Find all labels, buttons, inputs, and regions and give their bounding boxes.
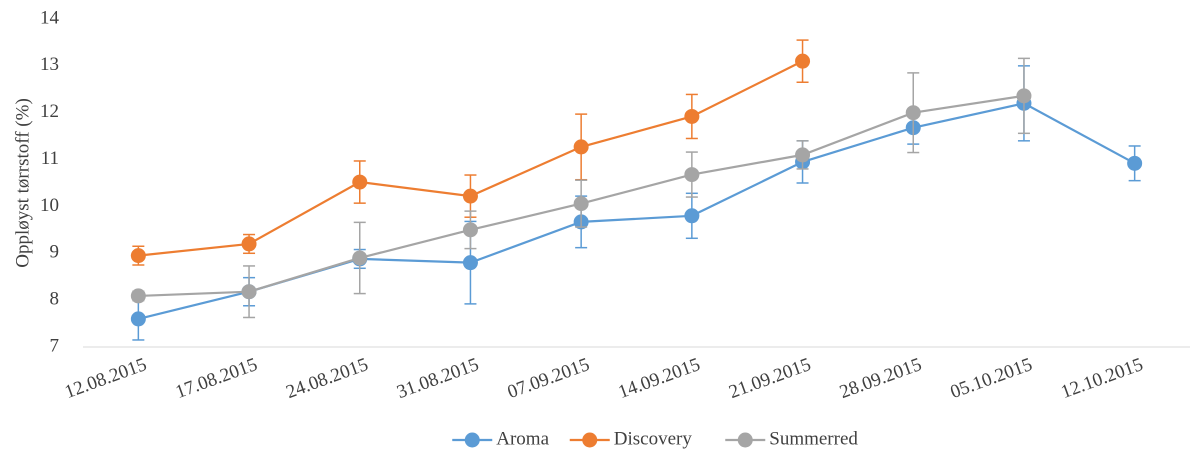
y-tick-label: 11 bbox=[41, 148, 59, 169]
x-tick-label: 12.08.2015 bbox=[62, 354, 150, 403]
y-tick-label: 10 bbox=[40, 195, 59, 216]
data-point bbox=[1016, 88, 1032, 104]
y-tick-label: 7 bbox=[50, 335, 60, 356]
x-tick-label: 14.09.2015 bbox=[616, 354, 704, 403]
x-tick-label: 31.08.2015 bbox=[394, 354, 482, 403]
x-tick-label: 17.08.2015 bbox=[173, 354, 261, 403]
x-tick-label: 21.09.2015 bbox=[726, 354, 814, 403]
y-tick-label: 9 bbox=[50, 242, 60, 263]
y-tick-label: 13 bbox=[40, 54, 59, 75]
legend-label: Summerred bbox=[769, 428, 858, 449]
data-point bbox=[905, 105, 921, 121]
data-point bbox=[241, 284, 257, 300]
data-point bbox=[684, 108, 700, 124]
data-point bbox=[462, 222, 478, 238]
data-point bbox=[130, 311, 146, 327]
data-point bbox=[795, 53, 811, 69]
data-point bbox=[462, 255, 478, 271]
x-tick-label: 07.09.2015 bbox=[505, 354, 593, 403]
data-point bbox=[573, 139, 589, 155]
data-point bbox=[1127, 155, 1143, 171]
y-tick-label: 14 bbox=[40, 7, 60, 28]
x-tick-label: 05.10.2015 bbox=[948, 354, 1036, 403]
data-point bbox=[130, 288, 146, 304]
data-point bbox=[573, 196, 589, 212]
y-axis-label: Oppløyst tørrstoff (%) bbox=[12, 98, 33, 268]
legend-marker bbox=[582, 432, 598, 448]
data-point bbox=[241, 236, 257, 252]
x-tick-label: 28.09.2015 bbox=[837, 354, 925, 403]
data-point bbox=[462, 188, 478, 204]
x-tick-label: 12.10.2015 bbox=[1058, 354, 1146, 403]
data-point bbox=[684, 167, 700, 183]
series-line bbox=[138, 102, 1136, 320]
data-point bbox=[352, 250, 368, 266]
y-tick-label: 12 bbox=[40, 101, 59, 122]
legend-label: Discovery bbox=[614, 428, 693, 449]
data-point bbox=[684, 208, 700, 224]
legend-marker bbox=[737, 432, 753, 448]
data-point bbox=[352, 174, 368, 190]
y-tick-label: 8 bbox=[50, 289, 60, 310]
data-point bbox=[795, 147, 811, 163]
legend-marker bbox=[464, 432, 480, 448]
legend-label: Aroma bbox=[496, 428, 549, 449]
x-tick-label: 24.08.2015 bbox=[283, 354, 371, 403]
data-point bbox=[130, 248, 146, 264]
